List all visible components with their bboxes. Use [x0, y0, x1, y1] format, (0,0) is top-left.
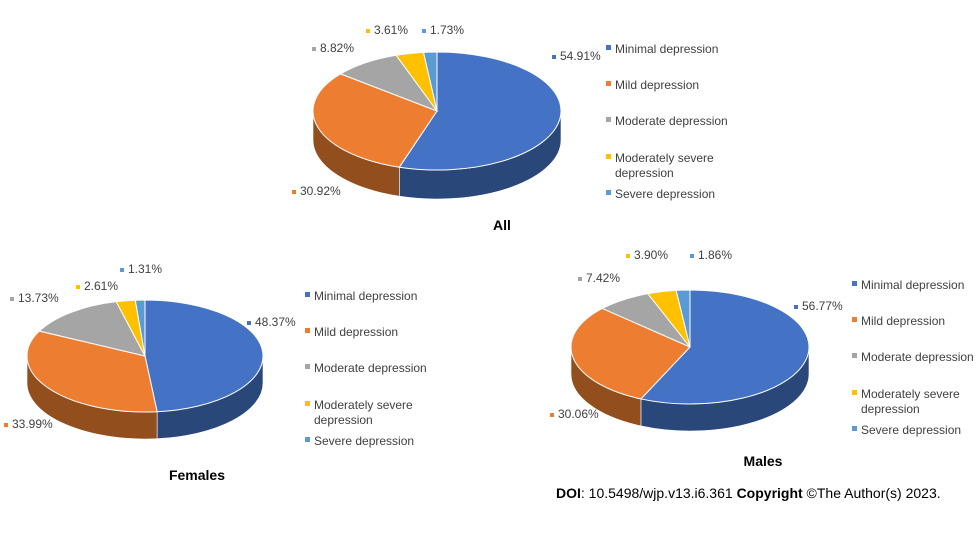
pie-chart-males: 56.77% 30.06% 7.42% 3.90% 1.86% Minimal depre…: [550, 248, 974, 469]
pie-slice-minimal-depression: [639, 289, 810, 405]
data-label-marker: [76, 285, 80, 289]
pie-slice-minimal-depression: [144, 299, 264, 413]
legend-swatch-moderate-depression: [606, 117, 611, 122]
data-label-marker: [690, 254, 694, 258]
legend-item-moderate-depression: Moderate depression: [615, 114, 728, 128]
data-label-moderately-severe-depression: 2.61%: [84, 279, 118, 293]
pie-slice-minimal-depression: [398, 51, 562, 171]
data-label-marker: [10, 297, 14, 301]
data-label-moderately-severe-depression: 3.90%: [634, 248, 668, 262]
data-label-mild-depression: 30.92%: [300, 184, 341, 198]
doi-value: : 10.5498/wjp.v13.i6.361: [580, 485, 737, 501]
legend-swatch-moderately-severe-depression: [305, 401, 310, 406]
data-label-minimal-depression: 48.37%: [255, 315, 296, 329]
legend-swatch-moderately-severe-depression: [606, 154, 611, 159]
pie-slice-moderate-depression: [38, 301, 146, 357]
data-label-marker: [312, 47, 316, 51]
pie-slice-mild-depression: [570, 307, 691, 400]
doi-label: DOI: [556, 485, 581, 501]
data-label-mild-depression: 33.99%: [12, 417, 53, 431]
data-label-marker: [247, 321, 251, 325]
doi-footer: DOI: 10.5498/wjp.v13.i6.361 Copyright ©T…: [556, 485, 941, 501]
pie-slice-severe-depression: [422, 51, 438, 112]
legend-item-moderate-depression: Moderate depression: [861, 350, 974, 364]
legend-item-severe-depression: Severe depression: [861, 423, 961, 437]
legend-swatch-moderately-severe-depression: [852, 390, 857, 395]
legend-item-mild-depression: Mild depression: [314, 325, 398, 339]
data-label-marker: [422, 29, 426, 33]
pie-slice-severe-depression: [134, 299, 146, 357]
chart-title-all: All: [493, 217, 511, 233]
chart-title-females: Females: [169, 467, 225, 483]
legend-swatch-severe-depression: [852, 426, 857, 431]
legend-swatch-moderate-depression: [852, 353, 857, 358]
data-label-severe-depression: 1.31%: [128, 262, 162, 276]
legend-item-moderately-severe-depression: Moderately severe depression: [861, 387, 960, 416]
pie-slice-mild-depression: [312, 73, 438, 168]
pie-chart-all: 54.91% 30.92% 8.82% 3.61% 1.73% Minimal depre…: [292, 23, 728, 233]
data-label-minimal-depression: 54.91%: [560, 49, 601, 63]
data-label-marker: [366, 29, 370, 33]
data-label-moderate-depression: 13.73%: [18, 291, 59, 305]
legend-item-moderately-severe-depression: Moderately severe depression: [615, 151, 714, 180]
pie-slice-severe-depression: [675, 289, 691, 348]
legend-item-severe-depression: Severe depression: [615, 187, 715, 201]
legend-item-minimal-depression: Minimal depression: [615, 42, 718, 56]
legend-swatch-minimal-depression: [852, 281, 857, 286]
data-label-marker: [552, 55, 556, 59]
legend-swatch-moderate-depression: [305, 364, 310, 369]
legend-item-mild-depression: Mild depression: [615, 78, 699, 92]
data-label-marker: [120, 268, 124, 272]
data-label-severe-depression: 1.86%: [698, 248, 732, 262]
legend-swatch-severe-depression: [305, 437, 310, 442]
data-label-moderate-depression: 8.82%: [320, 41, 354, 55]
legend-swatch-mild-depression: [606, 81, 611, 86]
legend-item-mild-depression: Mild depression: [861, 314, 945, 328]
legend-swatch-mild-depression: [305, 328, 310, 333]
data-label-marker: [292, 190, 296, 194]
data-label-marker: [626, 254, 630, 258]
legend-item-severe-depression: Severe depression: [314, 434, 414, 448]
data-label-minimal-depression: 56.77%: [802, 299, 843, 313]
data-label-mild-depression: 30.06%: [558, 407, 599, 421]
pie-chart-females: 48.37% 33.99% 13.73% 2.61% 1.31% Minimal depr…: [4, 262, 427, 483]
data-label-marker: [794, 305, 798, 309]
data-label-marker: [4, 423, 8, 427]
legend-swatch-minimal-depression: [305, 292, 310, 297]
data-label-moderate-depression: 7.42%: [586, 271, 620, 285]
legend-swatch-minimal-depression: [606, 45, 611, 50]
copyright-label: Copyright: [736, 485, 803, 501]
legend-item-minimal-depression: Minimal depression: [861, 278, 964, 292]
copyright-value: ©The Author(s) 2023.: [802, 485, 941, 501]
data-label-severe-depression: 1.73%: [430, 23, 464, 37]
data-label-marker: [578, 277, 582, 281]
legend-swatch-severe-depression: [606, 190, 611, 195]
legend-item-moderately-severe-depression: Moderately severe depression: [314, 398, 413, 427]
legend-swatch-mild-depression: [852, 317, 857, 322]
data-label-moderately-severe-depression: 3.61%: [374, 23, 408, 37]
data-label-marker: [550, 413, 554, 417]
chart-title-males: Males: [744, 453, 783, 469]
legend-item-minimal-depression: Minimal depression: [314, 289, 417, 303]
legend-item-moderate-depression: Moderate depression: [314, 361, 427, 375]
